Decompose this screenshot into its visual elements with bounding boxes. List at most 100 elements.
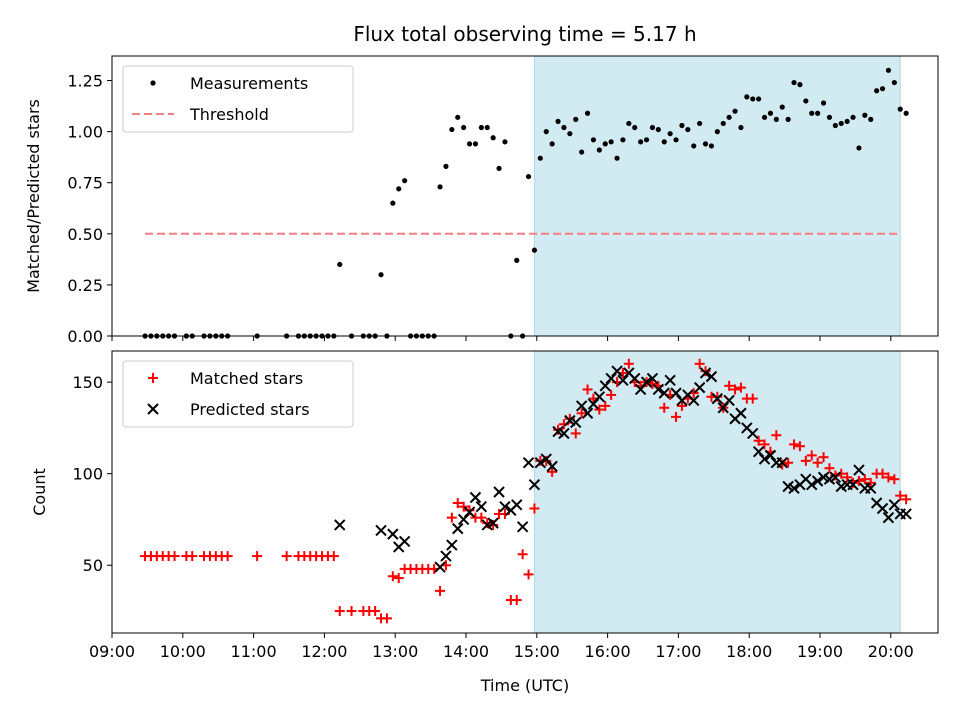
matched-star-point: [458, 501, 469, 512]
predicted-star-point: [900, 508, 912, 520]
matched-star-point: [517, 549, 528, 560]
predicted-star-point: [806, 478, 818, 491]
predicted-star-point: [652, 383, 665, 396]
matched-star-point: [771, 430, 782, 441]
matched-star-point: [895, 490, 906, 501]
top-panel-shaded-region: [533, 55, 901, 337]
matched-star-point: [582, 384, 593, 395]
measurement-point: [673, 137, 679, 143]
predicted-star-point: [670, 387, 682, 399]
matched-star-point: [671, 411, 682, 422]
predicted-star-point: [446, 539, 458, 551]
predicted-star-point: [865, 482, 877, 495]
y-tick-label: 1.25: [67, 72, 103, 91]
measurement-point: [643, 137, 650, 143]
measurement-point: [779, 104, 785, 110]
matched-star-point: [783, 457, 794, 468]
matched-star-point: [187, 551, 198, 562]
matched-star-point: [700, 366, 711, 377]
predicted-star-point: [747, 427, 759, 440]
measurement-point: [396, 186, 402, 192]
matched-star-point: [476, 512, 487, 523]
measurement-point: [378, 272, 384, 278]
measurement-point: [791, 79, 797, 86]
measurement-point: [756, 96, 762, 102]
predicted-star-point: [788, 482, 800, 495]
matched-star-point: [452, 497, 463, 508]
x-tick-label: 17:00: [655, 642, 701, 661]
predicted-star-point: [688, 394, 700, 407]
predicted-star-point: [469, 491, 482, 504]
y-tick-label: 0.75: [67, 174, 103, 193]
chart-title: Flux total observing time = 5.17 h: [353, 22, 696, 46]
predicted-star-point: [853, 464, 865, 476]
matched-star-point: [252, 551, 263, 562]
x-tick-label: 13:00: [372, 642, 418, 661]
matched-star-point: [576, 408, 587, 419]
predicted-star-point: [752, 446, 765, 458]
x-tick-label: 12:00: [301, 642, 347, 661]
measurement-point: [897, 106, 903, 112]
predicted-star-point: [375, 524, 387, 537]
predicted-star-point: [434, 561, 446, 573]
top-panel-ticks: 0.00 0.25 0.50 0.75 1.00 1.25: [67, 72, 892, 346]
measurement-point: [679, 122, 685, 129]
predicted-star-point: [640, 376, 653, 388]
x-tick-label: 09:00: [89, 642, 135, 661]
measurement-point: [649, 124, 656, 131]
x-tick-label: 19:00: [797, 642, 843, 661]
measurement-point: [785, 116, 791, 122]
legend-predicted-stars-label: Predicted stars: [190, 400, 310, 419]
measurement-point: [466, 141, 473, 147]
predicted-star-point: [634, 383, 647, 396]
x-tick-label: 15:00: [514, 642, 560, 661]
measurement-point: [602, 141, 608, 147]
matched-star-point: [623, 358, 634, 369]
matched-star-point: [370, 606, 381, 617]
matched-star-point: [824, 463, 835, 474]
legend-measurements-marker: [150, 80, 156, 86]
measurement-point: [761, 114, 768, 120]
x-axis-label: Time (UTC): [480, 676, 569, 695]
predicted-star-point: [811, 475, 824, 487]
measurement-point: [891, 79, 897, 86]
predicted-star-point: [664, 374, 676, 387]
predicted-star-point: [764, 449, 777, 462]
matched-star-point: [169, 551, 180, 562]
bottom-panel-y-axis-label: Count: [30, 468, 49, 516]
predicted-star-point: [829, 471, 842, 484]
matched-star-point: [842, 472, 853, 483]
matched-star-point: [865, 477, 876, 488]
measurement-point: [567, 131, 573, 137]
measurement-point: [856, 145, 862, 151]
matched-star-point: [346, 606, 357, 617]
matched-star-point: [606, 389, 617, 400]
x-tick-label: 20:00: [868, 642, 914, 661]
predicted-star-point: [522, 456, 535, 469]
measurement-point: [620, 137, 626, 143]
matched-star-point: [812, 457, 823, 468]
predicted-star-point: [575, 400, 588, 412]
matched-star-point: [222, 551, 233, 562]
predicted-star-point: [658, 387, 670, 399]
predicted-star-point: [723, 394, 735, 407]
legend-matched-stars-marker: [148, 373, 158, 383]
measurement-point: [478, 124, 484, 131]
predicted-star-point: [646, 372, 659, 385]
matched-star-point: [883, 472, 894, 483]
measurement-point: [820, 100, 827, 106]
matched-star-point: [676, 400, 687, 411]
predicted-star-point: [487, 517, 499, 529]
predicted-star-point: [693, 381, 706, 394]
measurement-point: [862, 112, 868, 118]
matched-star-point: [877, 468, 888, 479]
predicted-star-point: [882, 511, 895, 524]
matched-star-point: [600, 400, 611, 411]
measurement-point: [691, 143, 697, 149]
x-tick-label: 16:00: [585, 642, 631, 661]
measurement-point: [449, 126, 455, 133]
matched-star-point: [735, 382, 746, 393]
top-panel: 0.00 0.25 0.50 0.75 1.00 1.25 Matched/Predict…: [24, 55, 939, 346]
measurement-point: [614, 155, 620, 161]
